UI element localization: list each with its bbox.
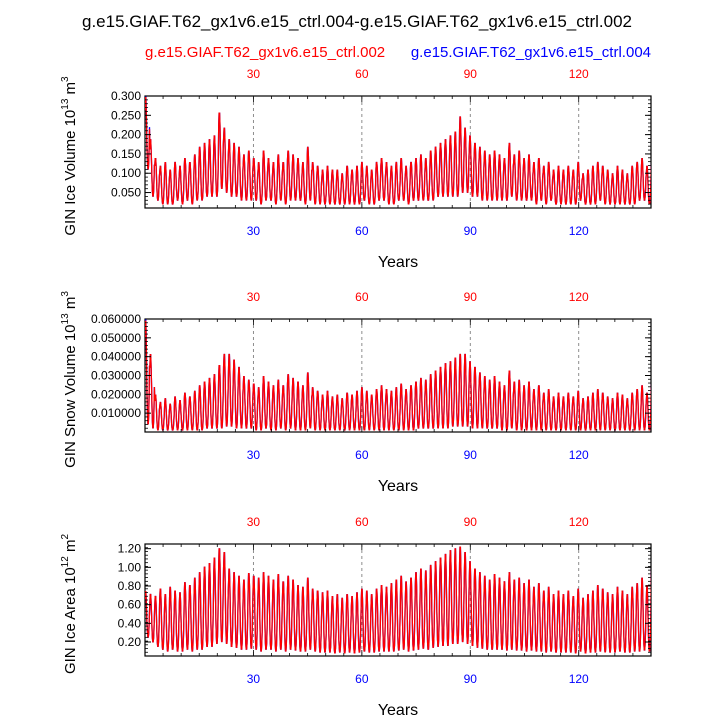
x-tick-label-bottom: 90 <box>464 672 478 686</box>
y-tick-label: 0.010000 <box>91 406 141 420</box>
x-tick-label-bottom: 60 <box>355 448 369 462</box>
figure-title: g.e15.GIAF.T62_gx1v6.e15_ctrl.004-g.e15.… <box>82 12 632 31</box>
y-tick-label: 0.020000 <box>91 387 141 401</box>
x-axis-title: Years <box>378 702 418 715</box>
x-tick-label-top: 60 <box>355 67 369 81</box>
x-tick-label-top: 120 <box>569 67 589 81</box>
y-axis-title-exponent: 13 <box>60 98 71 110</box>
y-tick-label: 0.050 <box>111 186 141 200</box>
panel-ice-area: 0.20 0.40 0.60 0.80 1.00 1.20 30 30 60 60 90 90 120 1… <box>60 515 652 715</box>
x-tick-label-bottom: 30 <box>247 224 261 238</box>
x-tick-label-bottom: 120 <box>569 224 589 238</box>
y-tick-label: 0.030000 <box>91 369 141 383</box>
y-axis-title: GIN Ice Area 1012 m2 <box>60 534 79 675</box>
x-tick-label-bottom: 60 <box>355 672 369 686</box>
x-axis-title: Years <box>378 478 418 495</box>
x-tick-label-top: 30 <box>247 290 261 304</box>
y-axis-title-text: GIN Snow Volume 10 <box>62 324 79 467</box>
series-line-ctrl-002 <box>145 320 651 431</box>
panels: 0.050 0.100 0.150 0.200 0.250 0.300 30 30 60 60 90… <box>60 67 652 715</box>
series-line-ctrl-002 <box>145 96 651 205</box>
y-tick-label: 0.100 <box>111 166 141 180</box>
y-axis-title-unit-exponent: 3 <box>60 76 71 82</box>
x-tick-label-top: 120 <box>569 290 589 304</box>
x-tick-label-top: 90 <box>464 67 478 81</box>
x-tick-label-bottom: 30 <box>247 448 261 462</box>
y-tick-label: 0.80 <box>118 579 142 593</box>
y-axis-title-unit: m <box>62 82 79 99</box>
y-axis-title-unit: m <box>62 297 79 314</box>
legend-case-blue: g.e15.GIAF.T62_gx1v6.e15_ctrl.004 <box>411 44 651 61</box>
y-axis-title-text: GIN Ice Volume 10 <box>62 110 79 236</box>
series-line-ctrl-002 <box>145 546 651 654</box>
y-tick-label: 0.300 <box>111 89 141 103</box>
y-axis-title: GIN Snow Volume 1013 m3 <box>60 291 79 468</box>
y-tick-label: 0.60 <box>118 598 142 612</box>
panel-ice-volume: 0.050 0.100 0.150 0.200 0.250 0.300 30 30 60 60 90… <box>60 67 652 271</box>
y-axis-title: GIN Ice Volume 1013 m3 <box>60 76 79 236</box>
y-tick-label: 0.060000 <box>91 312 141 326</box>
y-tick-label: 0.050000 <box>91 331 141 345</box>
y-tick-label: 1.20 <box>118 542 142 556</box>
x-tick-label-top: 120 <box>569 515 589 529</box>
y-tick-label: 0.20 <box>118 635 142 649</box>
x-tick-label-bottom: 30 <box>247 672 261 686</box>
y-tick-label: 0.40 <box>118 616 142 630</box>
y-axis-title-unit: m <box>62 540 79 557</box>
y-tick-label: 0.040000 <box>91 350 141 364</box>
y-axis-title-exponent: 13 <box>60 313 71 325</box>
x-tick-label-top: 90 <box>464 515 478 529</box>
y-axis-title-text: GIN Ice Area 10 <box>62 567 79 674</box>
x-tick-label-bottom: 90 <box>464 448 478 462</box>
y-axis-title-unit-exponent: 2 <box>60 534 71 540</box>
x-tick-label-top: 90 <box>464 290 478 304</box>
y-axis-title-unit-exponent: 3 <box>60 291 71 297</box>
y-tick-label: 0.200 <box>111 128 141 142</box>
x-tick-label-bottom: 60 <box>355 224 369 238</box>
x-tick-label-bottom: 120 <box>569 672 589 686</box>
y-tick-label: 0.250 <box>111 108 141 122</box>
x-tick-label-top: 30 <box>247 515 261 529</box>
x-tick-label-bottom: 90 <box>464 224 478 238</box>
y-tick-label: 1.00 <box>118 560 142 574</box>
y-axis-title-exponent: 12 <box>60 556 71 568</box>
x-tick-label-top: 30 <box>247 67 261 81</box>
x-tick-label-top: 60 <box>355 515 369 529</box>
x-axis-title: Years <box>378 254 418 271</box>
x-tick-label-bottom: 120 <box>569 448 589 462</box>
x-tick-label-top: 60 <box>355 290 369 304</box>
y-tick-label: 0.150 <box>111 147 141 161</box>
panel-snow-volume: 0.010000 0.020000 0.030000 0.040000 0.050000… <box>60 290 652 495</box>
legend-case-red: g.e15.GIAF.T62_gx1v6.e15_ctrl.002 <box>145 44 385 61</box>
